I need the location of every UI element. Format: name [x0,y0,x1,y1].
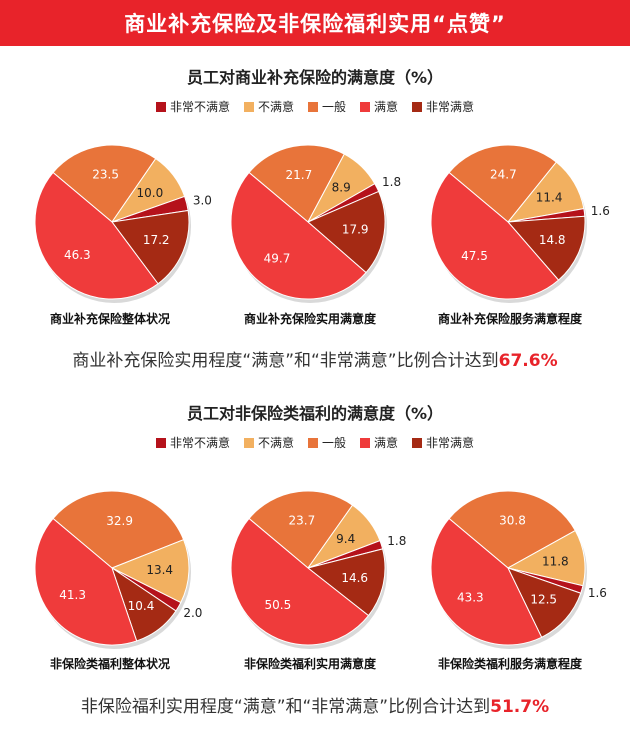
pie-slice [248,490,354,569]
slice-label: 1.8 [382,175,401,189]
pie-caption: 非保险类福利整体状况 [49,657,170,671]
legend-item: 非常满意 [412,98,474,115]
pie-slice [430,517,543,646]
legend-swatch [412,101,423,112]
slice-label: 49.7 [264,251,291,265]
slice-label: 17.9 [342,222,369,236]
slice-label: 14.6 [341,571,368,585]
slice-label: 10.0 [137,186,164,200]
header-banner: 商业补充保险及非保险福利实用“点赞” [0,0,630,46]
slice-label: 1.8 [387,534,406,548]
slice-label: 13.4 [146,563,173,577]
pie-slice [507,567,582,638]
pie-caption: 商业补充保险整体状况 [49,312,170,326]
slice-label: 30.8 [499,514,526,528]
summary-value: 67.6% [498,351,558,371]
legend-item: 非常不满意 [155,434,230,451]
pie-chart: 23.7 9.4 1.8 14.6 50.5 [230,490,406,649]
slice-label: 23.7 [289,514,316,528]
pie-slice [306,548,386,617]
pie-slice [34,517,138,646]
legend-welfare: 非常不满意 不满意 一般 满意 非常满意 [0,434,630,451]
slice-label: 11.8 [542,555,569,569]
legend-item: 不满意 [243,98,294,115]
summary-text: 非保险福利实用程度“满意”和“非常满意”比例合计达到 [80,697,491,717]
pie-chart: 23.5 10.0 3.0 17.2 46.3 [34,144,212,303]
legend-swatch [360,437,370,448]
page-title: 商业补充保险及非保险福利实用“点赞” [124,12,506,36]
pie-slice [34,171,159,300]
slice-label: 11.4 [536,191,563,205]
slice-label: 12.5 [530,593,557,607]
legend-swatch [243,437,254,448]
slice-label: 8.9 [332,181,351,195]
pie-slice [430,171,560,300]
section-title-welfare: 员工对非保险类福利的满意度（%） [186,404,444,423]
slice-label: 3.0 [193,194,212,208]
section-title-insurance: 员工对商业补充保险的满意度（%） [186,68,444,87]
summary-value: 51.7% [490,697,550,717]
slice-label: 14.8 [539,233,566,247]
pie-slice [248,144,345,223]
pie-slice [307,190,386,274]
slice-label: 50.5 [265,598,292,612]
legend-insurance: 非常不满意 不满意 一般 满意 非常满意 [0,98,630,115]
pie-caption: 非保险类福利服务满意程度 [437,657,582,671]
summary-text: 商业补充保险实用程度“满意”和“非常满意”比例合计达到 [72,351,499,371]
legend-swatch [307,101,318,112]
slice-label: 2.0 [183,606,202,620]
pie-chart: 30.8 11.8 1.6 12.5 43.3 [430,490,607,649]
slice-label: 41.3 [59,588,86,602]
slice-label: 47.5 [461,249,488,263]
legend-swatch [155,437,166,448]
slice-label: 17.2 [143,233,170,247]
legend-swatch [360,101,370,112]
pie-slice [52,490,185,569]
summary-insurance: 商业补充保险实用程度“满意”和“非常满意”比例合计达到67.6% [0,346,630,371]
slice-label: 46.3 [64,248,91,262]
legend-item: 一般 [307,98,346,115]
legend-item: 一般 [307,434,346,451]
pie-caption: 商业补充保险服务满意程度 [437,312,582,326]
pie-slice [448,144,558,223]
pie-chart: 24.7 11.4 1.6 14.8 47.5 [430,144,610,303]
pie-chart: 32.9 13.4 2.0 10.4 41.3 [34,490,202,649]
pie-slice [111,209,190,285]
legend-swatch [243,101,254,112]
slice-label: 23.5 [92,168,119,182]
legend-swatch [307,437,318,448]
slice-label: 9.4 [336,532,355,546]
slice-label: 24.7 [490,168,517,182]
pie-chart: 21.7 8.9 1.8 17.9 49.7 [230,144,401,303]
pie-slice [448,490,576,569]
slice-label: 43.3 [457,590,484,604]
pie-slice [52,144,157,223]
legend-item: 满意 [360,98,398,115]
pie-caption: 非保险类福利实用满意度 [243,657,376,671]
legend-item: 非常不满意 [155,98,230,115]
legend-item: 非常满意 [412,434,474,451]
pie-slice [110,539,190,604]
pie-slice [506,215,586,281]
pie-slice [230,517,370,646]
legend-swatch [155,101,166,112]
legend-swatch [412,437,423,448]
slice-label: 21.7 [286,168,313,182]
pie-slice [230,171,367,300]
legend-item: 不满意 [243,434,294,451]
summary-welfare: 非保险福利实用程度“满意”和“非常满意”比例合计达到51.7% [0,692,630,717]
slice-label: 10.4 [128,599,155,613]
pie-caption: 商业补充保险实用满意度 [243,312,376,326]
slice-label: 32.9 [106,514,133,528]
legend-item: 满意 [360,434,398,451]
slice-label: 1.6 [591,204,610,218]
slice-label: 1.6 [588,586,607,600]
